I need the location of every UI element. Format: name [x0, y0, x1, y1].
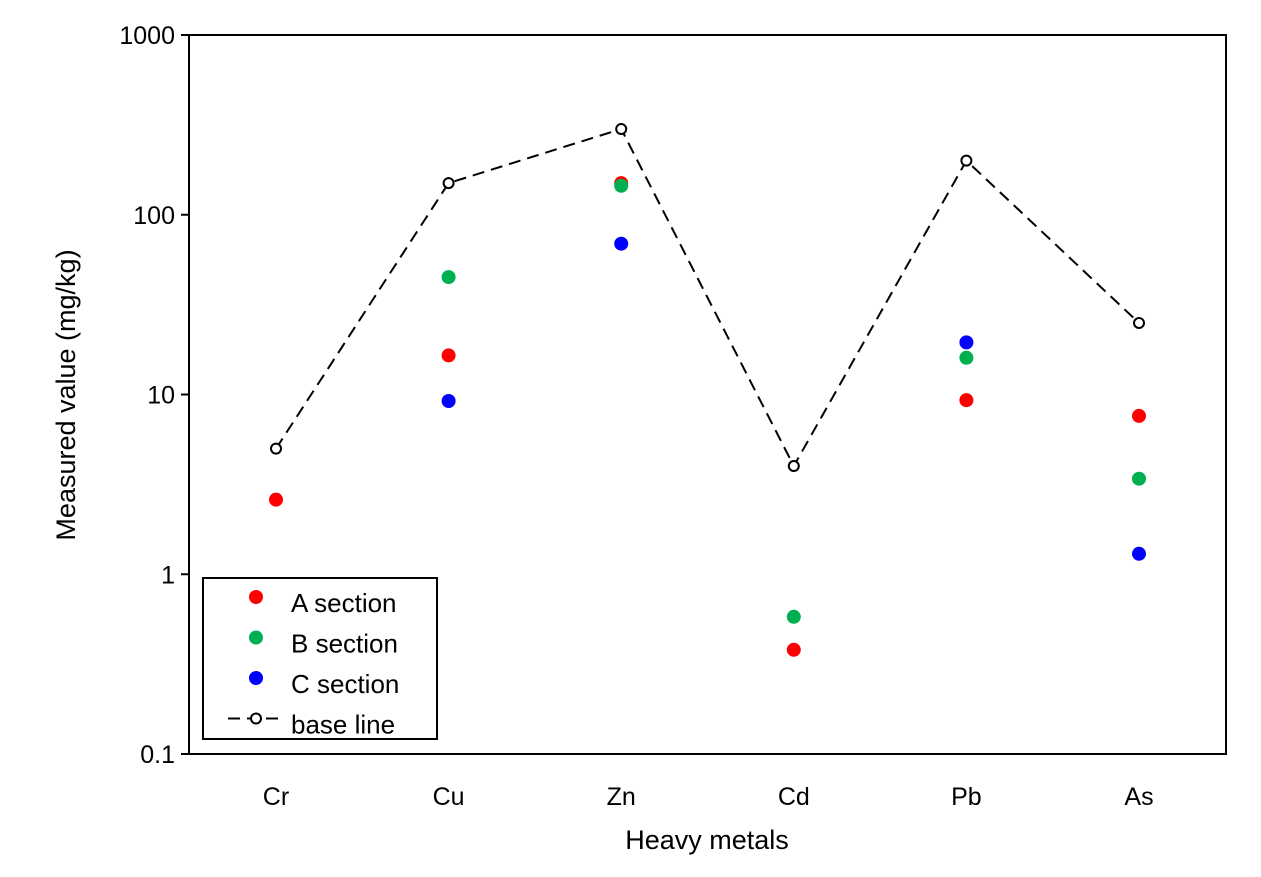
a-section-point	[786, 642, 801, 657]
x-tick-label: Cd	[778, 783, 810, 811]
y-tick-label: 100	[133, 202, 175, 230]
x-tick-label: Pb	[951, 783, 982, 811]
c-section-point	[959, 335, 974, 350]
base-line-marker	[615, 122, 628, 135]
a-section-point	[1132, 408, 1146, 423]
x-tick-label: Cr	[263, 783, 289, 811]
c-section-point	[1132, 546, 1146, 561]
b-section-point	[441, 270, 456, 285]
base-line-line	[275, 127, 1140, 469]
x-axis: Cr Cu Zn Cd Pb As	[263, 783, 1154, 811]
x-axis-title: Heavy metals	[625, 825, 789, 855]
b-section-point	[786, 609, 801, 624]
y-axis: 0.1 1 10 100 1000	[119, 22, 189, 769]
y-tick-label: 0.1	[140, 741, 175, 769]
legend-base-line-marker	[250, 712, 262, 725]
c-section-point	[614, 236, 629, 251]
y-tick-label: 1000	[119, 22, 175, 50]
base-line-marker	[442, 177, 455, 190]
x-tick-label: Cu	[433, 783, 465, 811]
x-tick-label: As	[1124, 783, 1153, 811]
legend-box	[202, 577, 438, 740]
c-section-point	[441, 394, 456, 409]
x-tick-label: Zn	[607, 783, 636, 811]
y-axis-title: Measured value (mg/kg)	[51, 249, 81, 540]
legend-c-section-marker	[249, 671, 263, 685]
b-section-point	[614, 178, 629, 193]
a-section-point	[269, 492, 283, 507]
a-section-point	[959, 393, 974, 408]
a-section-point	[441, 348, 456, 363]
base-line-marker	[1133, 316, 1145, 329]
base-line-marker	[270, 442, 282, 455]
legend-b-section-marker	[249, 630, 263, 645]
base-line-marker	[960, 154, 973, 167]
legend-b-section-label: B section	[291, 629, 398, 659]
b-section-point	[1132, 471, 1146, 486]
legend-base-line-label: base line	[291, 710, 395, 740]
base-line-marker	[787, 460, 800, 473]
legend: A section B section C section base line	[202, 577, 438, 740]
legend-c-section-label: C section	[291, 669, 399, 699]
b-section-point	[959, 350, 974, 365]
series-layer	[269, 122, 1146, 657]
y-tick-label: 10	[147, 382, 175, 410]
y-tick-label: 1	[161, 561, 175, 589]
legend-a-section-label: A section	[291, 588, 397, 618]
legend-a-section-marker	[249, 590, 263, 604]
